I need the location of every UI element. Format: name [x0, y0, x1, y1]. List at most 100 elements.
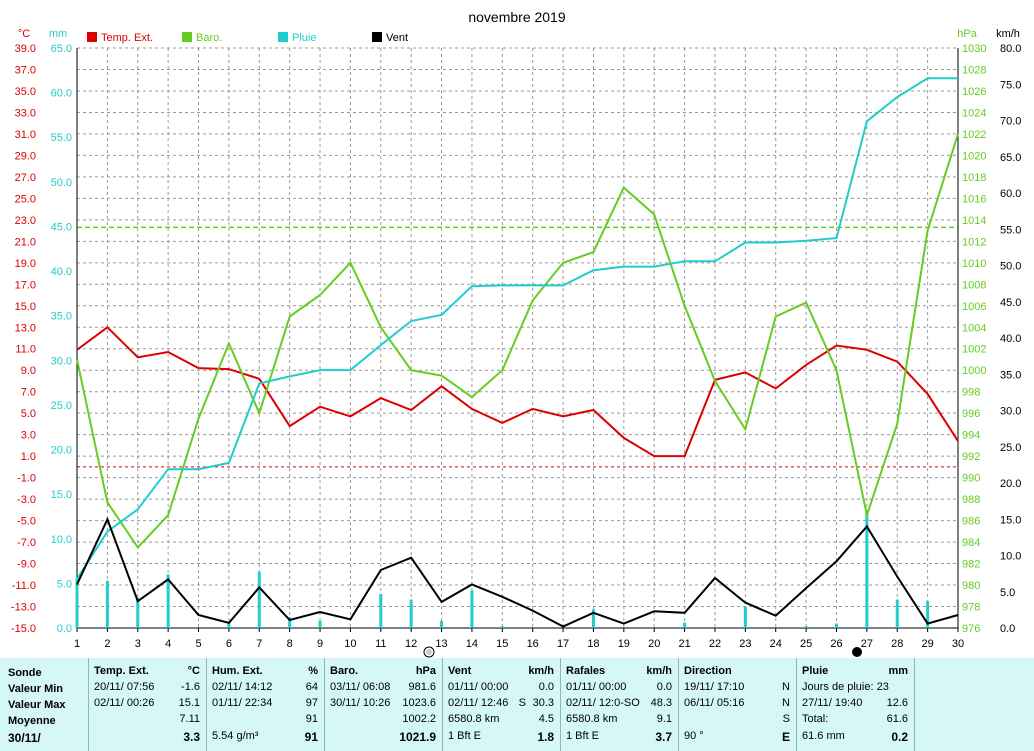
stats-row-label-avg: Moyenne [8, 715, 56, 727]
x-tick-label: 6 [226, 638, 232, 650]
pressure-tick-label: 988 [962, 494, 980, 506]
moon-phase-icon-inner [426, 649, 432, 655]
rain-tick-label: 55.0 [51, 132, 72, 144]
stats-cell-direction-label: 06/11/ 05:16 [684, 697, 745, 709]
temp-tick-label: 13.0 [15, 322, 36, 334]
pressure-tick-label: 990 [962, 473, 980, 485]
stats-cell-pluie-label: Jours de pluie: 23 [802, 681, 889, 693]
chart-title: novembre 2019 [468, 9, 566, 25]
pressure-tick-label: 1006 [962, 301, 986, 313]
rain-tick-label: 20.0 [51, 445, 72, 457]
stats-cell-direction-value: S [782, 713, 790, 725]
stats-cell-vent-dir: S [518, 697, 526, 709]
wind-tick-label: 70.0 [1000, 116, 1021, 128]
stats-header-temp-ext: Temp. Ext. [94, 665, 149, 677]
stats-header-sonde: Sonde [8, 667, 42, 679]
rain-tick-label: 45.0 [51, 221, 72, 233]
stats-cell-temp-ext-label: 20/11/ 07:56 [94, 681, 155, 693]
x-axis-markers [423, 646, 862, 658]
stats-header-direction: Direction [684, 665, 732, 677]
stats-unit-hum-ext: % [308, 665, 318, 677]
x-tick-label: 25 [800, 638, 812, 650]
wind-tick-label: 10.0 [1000, 551, 1021, 563]
wind-unit-label: km/h [996, 28, 1020, 40]
x-tick-label: 17 [557, 638, 569, 650]
stats-cell-hum-ext-value: 91 [304, 730, 318, 744]
temp-tick-label: -9.0 [17, 559, 36, 571]
pressure-tick-label: 982 [962, 559, 980, 571]
stats-cell-baro-label: 30/11/ 10:26 [330, 697, 391, 709]
stats-col-baro: Baro. hPa 03/11/ 06:08 981.6 30/11/ 10:26 102… [324, 658, 443, 751]
x-tick-label: 24 [770, 638, 782, 650]
weather-chart: novembre 2019 °C mm hPa km/h Temp. Ext. … [11, 9, 1021, 658]
pressure-tick-label: 1002 [962, 344, 986, 356]
stats-cell-baro-value: 1002.2 [402, 713, 436, 725]
temp-tick-label: 33.0 [15, 107, 36, 119]
stats-unit-rafales: km/h [646, 665, 672, 677]
stats-cell-vent-value: 0.0 [538, 681, 554, 693]
rain-daily-bar [683, 622, 687, 628]
rain-daily-bar [500, 626, 504, 628]
rain-tick-label: 15.0 [51, 489, 72, 501]
rain-daily-bar [105, 580, 109, 628]
rain-tick-label: 30.0 [51, 355, 72, 367]
stats-cell-vent-label: 6580.8 km [448, 713, 500, 725]
pressure-tick-label: 1004 [962, 322, 986, 334]
stats-row-label-max: Valeur Max [8, 699, 66, 711]
rain-daily-bar [379, 594, 383, 628]
pressure-tick-label: 994 [962, 430, 980, 442]
legend-label-wind: Vent [386, 32, 408, 44]
stats-cell-temp-ext-value: -1.6 [181, 681, 200, 693]
stats-col-pluie: Pluie mm Jours de pluie: 23 27/11/ 19:40 12.… [796, 658, 915, 751]
legend-swatch-baro [182, 32, 192, 42]
legend-swatch-temp [87, 32, 97, 42]
rain-daily-bar [75, 578, 79, 628]
wind-tick-label: 40.0 [1000, 333, 1021, 345]
pressure-tick-label: 1014 [962, 215, 986, 227]
rain-daily-bar [136, 597, 140, 628]
legend-label-baro: Baro. [196, 32, 222, 44]
x-tick-label: 26 [830, 638, 842, 650]
temp-tick-label: 17.0 [15, 279, 36, 291]
rain-daily-bar [804, 626, 808, 628]
stats-col-hum-ext: Hum. Ext.% 02/11/ 14:12 64 01/11/ 22:34 97 91… [206, 658, 325, 751]
temp-tick-label: 37.0 [15, 64, 36, 76]
pressure-tick-label: 1024 [962, 107, 986, 119]
stats-cell-hum-ext-value: 91 [305, 713, 318, 725]
temp-tick-label: 19.0 [15, 258, 36, 270]
pressure-tick-label: 1016 [962, 193, 986, 205]
pressure-tick-label: 976 [962, 623, 980, 635]
wind-tick-label: 75.0 [1000, 79, 1021, 91]
stats-panel: Sonde Valeur Min Valeur Max Moyenne 30/1… [0, 658, 1034, 751]
wind-tick-label: 45.0 [1000, 297, 1021, 309]
stats-cell-direction-label: 19/11/ 17:10 [684, 681, 745, 693]
x-tick-label: 21 [678, 638, 690, 650]
pressure-tick-label: 1000 [962, 365, 986, 377]
x-tick-label: 28 [891, 638, 903, 650]
stats-cell-hum-ext-value: 97 [305, 697, 318, 709]
stats-cell-rafales-label: 01/11/ 00:00 [566, 681, 627, 693]
stats-col-sonde: Sonde Valeur Min Valeur Max Moyenne 30/1… [0, 658, 89, 751]
temp-tick-label: 7.0 [21, 387, 36, 399]
x-tick-label: 2 [104, 638, 110, 650]
x-tick-label: 4 [165, 638, 171, 650]
pressure-tick-label: 998 [962, 387, 980, 399]
stats-header-pluie: Pluie [802, 665, 829, 677]
stats-cell-hum-ext-value: 64 [305, 681, 318, 693]
rain-daily-bar [257, 571, 261, 628]
stats-header-hum-ext: Hum. Ext. [212, 665, 263, 677]
stats-cell-rafales-value: 3.7 [655, 730, 672, 744]
stats-cell-vent-value: 4.5 [538, 713, 554, 725]
rain-tick-label: 10.0 [51, 534, 72, 546]
stats-cell-baro-value: 981.6 [408, 681, 436, 693]
rain-tick-label: 65.0 [51, 43, 72, 55]
stats-cell-hum-ext-label: 5.54 g/m³ [212, 730, 259, 742]
temp-tick-label: 29.0 [15, 150, 36, 162]
temp-tick-label: 31.0 [15, 129, 36, 141]
wind-tick-label: 15.0 [1000, 514, 1021, 526]
temp-tick-label: -11.0 [12, 580, 36, 592]
rain-tick-label: 5.0 [57, 578, 72, 590]
pressure-tick-label: 1010 [962, 258, 986, 270]
rain-tick-label: 50.0 [51, 177, 72, 189]
stats-unit-temp-ext: °C [187, 665, 200, 677]
